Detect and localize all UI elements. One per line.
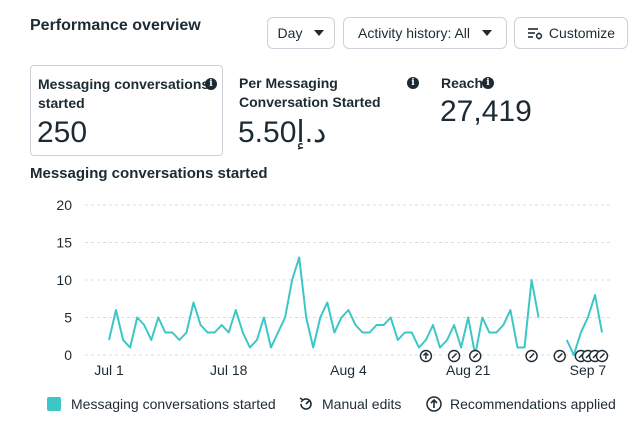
day-dropdown[interactable]: Day <box>267 17 335 49</box>
metric-label-line1: Per Messaging <box>239 75 338 91</box>
activity-history-label: Activity history: All <box>357 25 471 41</box>
legend-series: Messaging conversations started <box>47 395 276 413</box>
manual-edit-icon[interactable] <box>469 349 482 363</box>
series-line <box>108 256 540 356</box>
x-tick-label: Aug 21 <box>446 362 491 378</box>
metric-label-line2: Conversation Started <box>239 94 381 110</box>
x-tick-label: Jul 18 <box>210 362 248 378</box>
manual-edit-icon[interactable] <box>525 349 538 363</box>
metric-label: Reach <box>441 75 484 91</box>
line-chart: 0 5 10 15 20 Jul 1 Jul 18 Aug 4 Aug 21 Sep 7 <box>56 197 612 378</box>
chevron-down-icon <box>314 30 325 36</box>
metric-card-conversations[interactable]: Messaging conversations started i 250 <box>30 65 223 156</box>
y-tick-label: 5 <box>64 310 72 326</box>
customize-label: Customize <box>548 25 616 41</box>
x-tick-label: Aug 4 <box>330 362 367 378</box>
y-tick-label: 10 <box>56 272 72 288</box>
recommendation-arrow-icon <box>426 396 442 412</box>
manual-edit-icon[interactable] <box>447 349 461 363</box>
metric-label-line2: started <box>38 95 85 111</box>
info-icon[interactable]: i <box>407 77 419 89</box>
x-tick-label: Jul 1 <box>94 362 124 378</box>
manual-edit-icon[interactable] <box>595 349 609 363</box>
legend-manual-edits: Manual edits <box>298 395 401 413</box>
metric-value: 250 <box>37 116 88 149</box>
y-tick-label: 0 <box>64 347 72 363</box>
metric-label-line1: Messaging conversations <box>38 76 210 92</box>
series-line <box>565 294 603 356</box>
page-title: Performance overview <box>30 17 201 34</box>
legend-swatch <box>47 397 61 411</box>
x-tick-label: Sep 7 <box>570 362 607 378</box>
info-icon[interactable]: i <box>482 77 494 89</box>
legend-recommendations-label: Recommendations applied <box>450 396 616 412</box>
activity-history-dropdown[interactable]: Activity history: All <box>343 17 507 49</box>
recommendation-arrow-icon[interactable] <box>419 349 433 363</box>
day-dropdown-label: Day <box>277 25 303 41</box>
y-tick-label: 20 <box>56 197 72 213</box>
chevron-down-icon <box>482 30 493 36</box>
filter-sliders-icon <box>527 28 543 40</box>
info-icon[interactable]: i <box>205 78 217 90</box>
metric-value: 5.50د.إ <box>238 116 327 149</box>
legend-series-label: Messaging conversations started <box>71 396 276 412</box>
manual-edit-icon[interactable] <box>553 349 566 363</box>
manual-edit-icon <box>299 397 312 410</box>
legend-recommendations: Recommendations applied <box>426 395 616 413</box>
chart-title: Messaging conversations started <box>30 165 268 182</box>
metric-value: 27,419 <box>440 95 532 128</box>
legend-manual-edits-label: Manual edits <box>322 396 402 412</box>
customize-button[interactable]: Customize <box>514 17 628 49</box>
y-tick-label: 15 <box>56 235 72 251</box>
